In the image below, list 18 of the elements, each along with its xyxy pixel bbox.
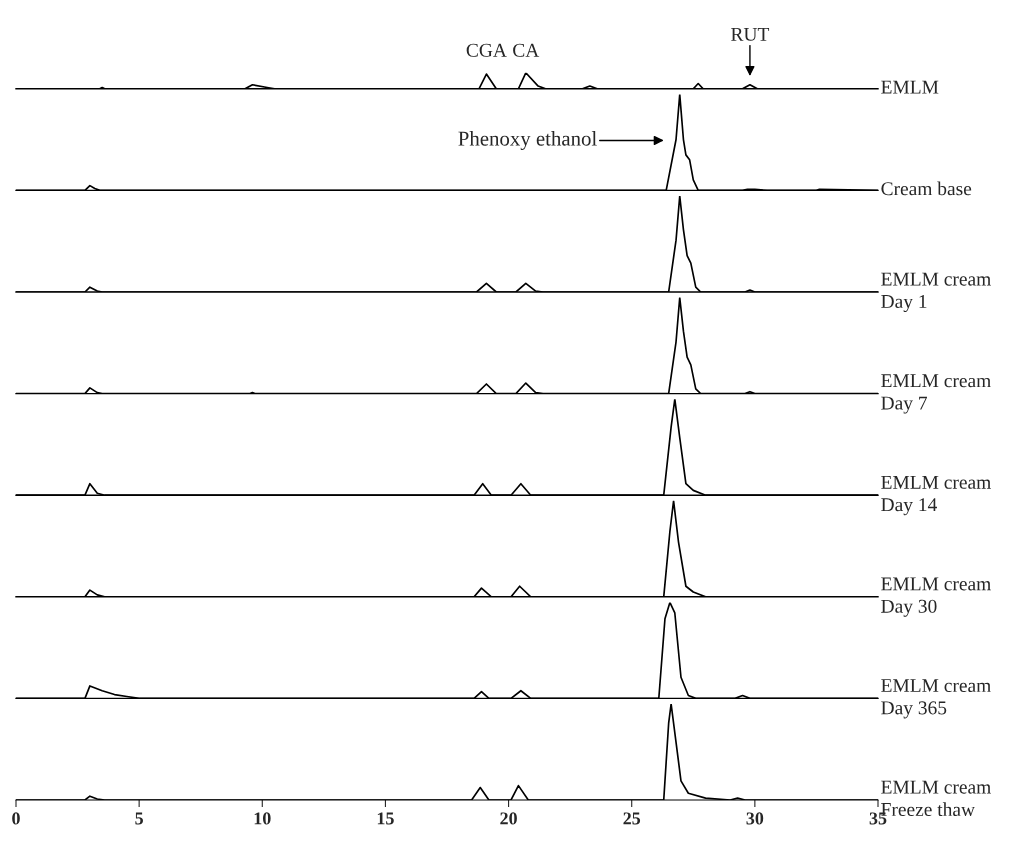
x-tick-label: 0 <box>12 812 20 825</box>
series-label: EMLM cream Day 30 <box>881 577 991 617</box>
series-label: Cream base <box>881 181 972 196</box>
x-tick-label: 5 <box>135 812 143 825</box>
text: RUT <box>731 27 770 41</box>
x-tick-label: 25 <box>623 812 641 825</box>
text: CGA <box>466 43 507 57</box>
x-tick-label: 15 <box>377 812 394 825</box>
series-label: EMLM cream Day 1 <box>881 272 991 313</box>
x-tick-label: 10 <box>254 812 271 825</box>
x-tick-label: 20 <box>500 812 517 825</box>
annotation: Phenoxy ethanol <box>458 131 597 150</box>
series-label: EMLM cream Day 14 <box>881 475 991 516</box>
text: CA <box>513 43 540 57</box>
series-label: EMLM <box>881 80 939 94</box>
series-label: EMLM cream Day 365 <box>881 679 991 719</box>
series-label: EMLM cream Day 7 <box>881 374 991 414</box>
x-tick-label: 30 <box>746 812 764 825</box>
